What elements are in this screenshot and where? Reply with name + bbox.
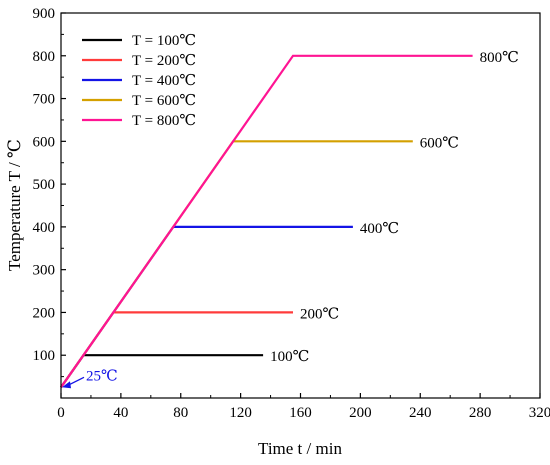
legend-entry-2: T = 400℃ <box>132 73 196 89</box>
series-line-3 <box>60 140 413 388</box>
y-tick-label-0: 100 <box>33 348 56 364</box>
legend-entry-0: T = 100℃ <box>132 33 196 49</box>
legend-entry-1: T = 200℃ <box>132 53 196 69</box>
y-tick-label-3: 400 <box>33 220 56 236</box>
legend: T = 100℃ T = 200℃ T = 400℃ T = 600℃ T = 800℃ <box>82 33 196 129</box>
series-end-label-2: 400℃ <box>360 221 399 237</box>
x-tick-label-8: 320 <box>529 405 550 421</box>
y-tick-label-2: 300 <box>33 263 56 279</box>
x-tick-label-5: 200 <box>349 405 372 421</box>
x-tick-label-4: 160 <box>289 405 312 421</box>
series-end-label-0: 100℃ <box>270 349 309 365</box>
series-end-label-3: 600℃ <box>420 135 459 151</box>
x-tick-label-1: 40 <box>113 405 128 421</box>
start-arrow-head <box>62 381 71 389</box>
legend-entry-4: T = 800℃ <box>132 113 196 129</box>
y-tick-label-8: 900 <box>33 6 56 22</box>
legend-entry-3: T = 600℃ <box>132 93 196 109</box>
y-tick-label-7: 800 <box>33 49 56 65</box>
x-tick-label-0: 0 <box>57 405 65 421</box>
x-tick-label-7: 280 <box>469 405 492 421</box>
start-annotation-0: 25℃ <box>86 368 118 384</box>
y-tick-label-4: 500 <box>33 177 56 193</box>
y-tick-label-1: 200 <box>33 305 56 321</box>
y-tick-label-5: 600 <box>33 134 56 150</box>
series-end-label-1: 200℃ <box>300 306 339 322</box>
series-line-4 <box>60 54 473 388</box>
x-axis-label: Time t / min <box>258 439 342 458</box>
plot-frame <box>60 12 541 399</box>
series-end-label-4: 800℃ <box>480 50 519 66</box>
y-tick-label-6: 700 <box>33 92 56 108</box>
x-tick-label-2: 80 <box>173 405 188 421</box>
y-axis-label: Temperature T / ℃ <box>5 139 24 271</box>
x-tick-label-6: 240 <box>409 405 432 421</box>
x-tick-label-3: 120 <box>229 405 252 421</box>
